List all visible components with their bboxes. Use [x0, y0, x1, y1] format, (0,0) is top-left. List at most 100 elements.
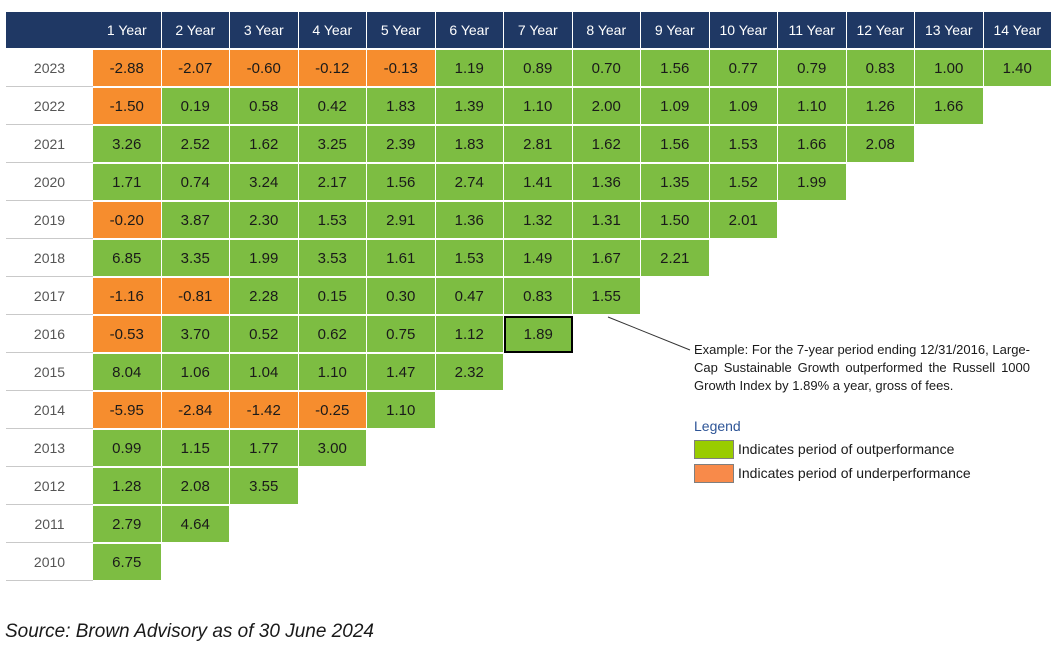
value-cell: -2.88: [93, 50, 162, 87]
value-cell: 0.83: [846, 50, 915, 87]
value-cell: 1.53: [709, 126, 778, 163]
value-cell: -1.16: [93, 278, 162, 315]
value-cell: -0.53: [93, 316, 162, 353]
value-cell: 1.10: [504, 88, 573, 125]
column-header: 11 Year: [778, 12, 847, 48]
value-cell: 1.66: [778, 126, 847, 163]
value-cell: 0.15: [298, 278, 367, 315]
value-cell: 1.99: [778, 164, 847, 201]
row-label: 2020: [6, 164, 93, 201]
row-label: 2015: [6, 354, 93, 391]
value-cell: 2.28: [230, 278, 299, 315]
value-cell: 0.75: [367, 316, 436, 353]
value-cell: 1.10: [298, 354, 367, 391]
legend-label-outperformance: Indicates period of outperformance: [738, 441, 955, 457]
value-cell: 0.47: [435, 278, 504, 315]
column-header: 10 Year: [709, 12, 778, 48]
value-cell: 1.49: [504, 240, 573, 277]
value-cell: -0.60: [230, 50, 299, 87]
value-cell: 1.32: [504, 202, 573, 239]
row-label: 2023: [6, 50, 93, 87]
value-cell: 4.64: [161, 506, 230, 543]
value-cell: 2.30: [230, 202, 299, 239]
value-cell: 0.30: [367, 278, 436, 315]
value-cell: 0.70: [572, 50, 641, 87]
value-cell: 1.12: [435, 316, 504, 353]
value-cell: 2.39: [367, 126, 436, 163]
row-label: 2021: [6, 126, 93, 163]
value-cell: 2.79: [93, 506, 162, 543]
value-cell: 0.52: [230, 316, 299, 353]
value-cell: 2.32: [435, 354, 504, 391]
value-cell: 0.19: [161, 88, 230, 125]
value-cell: 0.99: [93, 430, 162, 467]
value-cell: 1.26: [846, 88, 915, 125]
value-cell: 1.00: [915, 50, 984, 87]
value-cell: 1.83: [367, 88, 436, 125]
value-cell: 1.53: [298, 202, 367, 239]
legend-item-underperformance: Indicates period of underperformance: [694, 463, 971, 483]
value-cell: 2.81: [504, 126, 573, 163]
value-cell: 1.99: [230, 240, 299, 277]
value-cell: 0.42: [298, 88, 367, 125]
value-cell: 1.28: [93, 468, 162, 505]
column-header: 5 Year: [367, 12, 436, 48]
value-cell: 3.26: [93, 126, 162, 163]
value-cell: 0.74: [161, 164, 230, 201]
value-cell: 1.52: [709, 164, 778, 201]
value-cell: 8.04: [93, 354, 162, 391]
value-cell: -1.50: [93, 88, 162, 125]
value-cell: 2.52: [161, 126, 230, 163]
row-label: 2017: [6, 278, 93, 315]
column-header: 12 Year: [846, 12, 915, 48]
value-cell: 1.06: [161, 354, 230, 391]
value-cell: 1.50: [641, 202, 710, 239]
value-cell: 1.10: [367, 392, 436, 429]
column-header: 8 Year: [572, 12, 641, 48]
row-label: 2011: [6, 506, 93, 543]
value-cell: 0.58: [230, 88, 299, 125]
value-cell: 6.85: [93, 240, 162, 277]
column-header: 4 Year: [298, 12, 367, 48]
value-cell: -0.13: [367, 50, 436, 87]
value-cell: 1.09: [709, 88, 778, 125]
value-cell: 1.61: [367, 240, 436, 277]
column-header: 9 Year: [641, 12, 710, 48]
value-cell: 6.75: [93, 544, 162, 581]
value-cell: 1.04: [230, 354, 299, 391]
value-cell: 2.08: [161, 468, 230, 505]
value-cell: 1.67: [572, 240, 641, 277]
value-cell: -0.20: [93, 202, 162, 239]
value-cell: 2.00: [572, 88, 641, 125]
legend-label-underperformance: Indicates period of underperformance: [738, 465, 971, 481]
column-header: 7 Year: [504, 12, 573, 48]
value-cell: 0.79: [778, 50, 847, 87]
value-cell: 1.56: [641, 50, 710, 87]
value-cell: 1.39: [435, 88, 504, 125]
value-cell: -0.12: [298, 50, 367, 87]
value-cell: 2.74: [435, 164, 504, 201]
value-cell: 2.21: [641, 240, 710, 277]
value-cell: 1.15: [161, 430, 230, 467]
value-cell: 1.55: [572, 278, 641, 315]
value-cell: 3.24: [230, 164, 299, 201]
value-cell: 1.71: [93, 164, 162, 201]
value-cell: 1.10: [778, 88, 847, 125]
column-header: 14 Year: [983, 12, 1052, 48]
value-cell: 3.55: [230, 468, 299, 505]
value-cell: 1.56: [641, 126, 710, 163]
value-cell: 1.47: [367, 354, 436, 391]
value-cell: 0.62: [298, 316, 367, 353]
value-cell: 2.08: [846, 126, 915, 163]
value-cell: 0.83: [504, 278, 573, 315]
value-cell: 2.01: [709, 202, 778, 239]
performance-table: 1 Year 2 Year 3 Year 4 Year 5 Year 6 Year 7 Ye…: [6, 12, 1052, 581]
legend-title: Legend: [694, 418, 741, 434]
value-cell: 1.83: [435, 126, 504, 163]
value-cell: -1.42: [230, 392, 299, 429]
row-label: 2012: [6, 468, 93, 505]
value-cell: 1.35: [641, 164, 710, 201]
value-cell: 1.62: [572, 126, 641, 163]
column-header: 3 Year: [230, 12, 299, 48]
row-label: 2013: [6, 430, 93, 467]
